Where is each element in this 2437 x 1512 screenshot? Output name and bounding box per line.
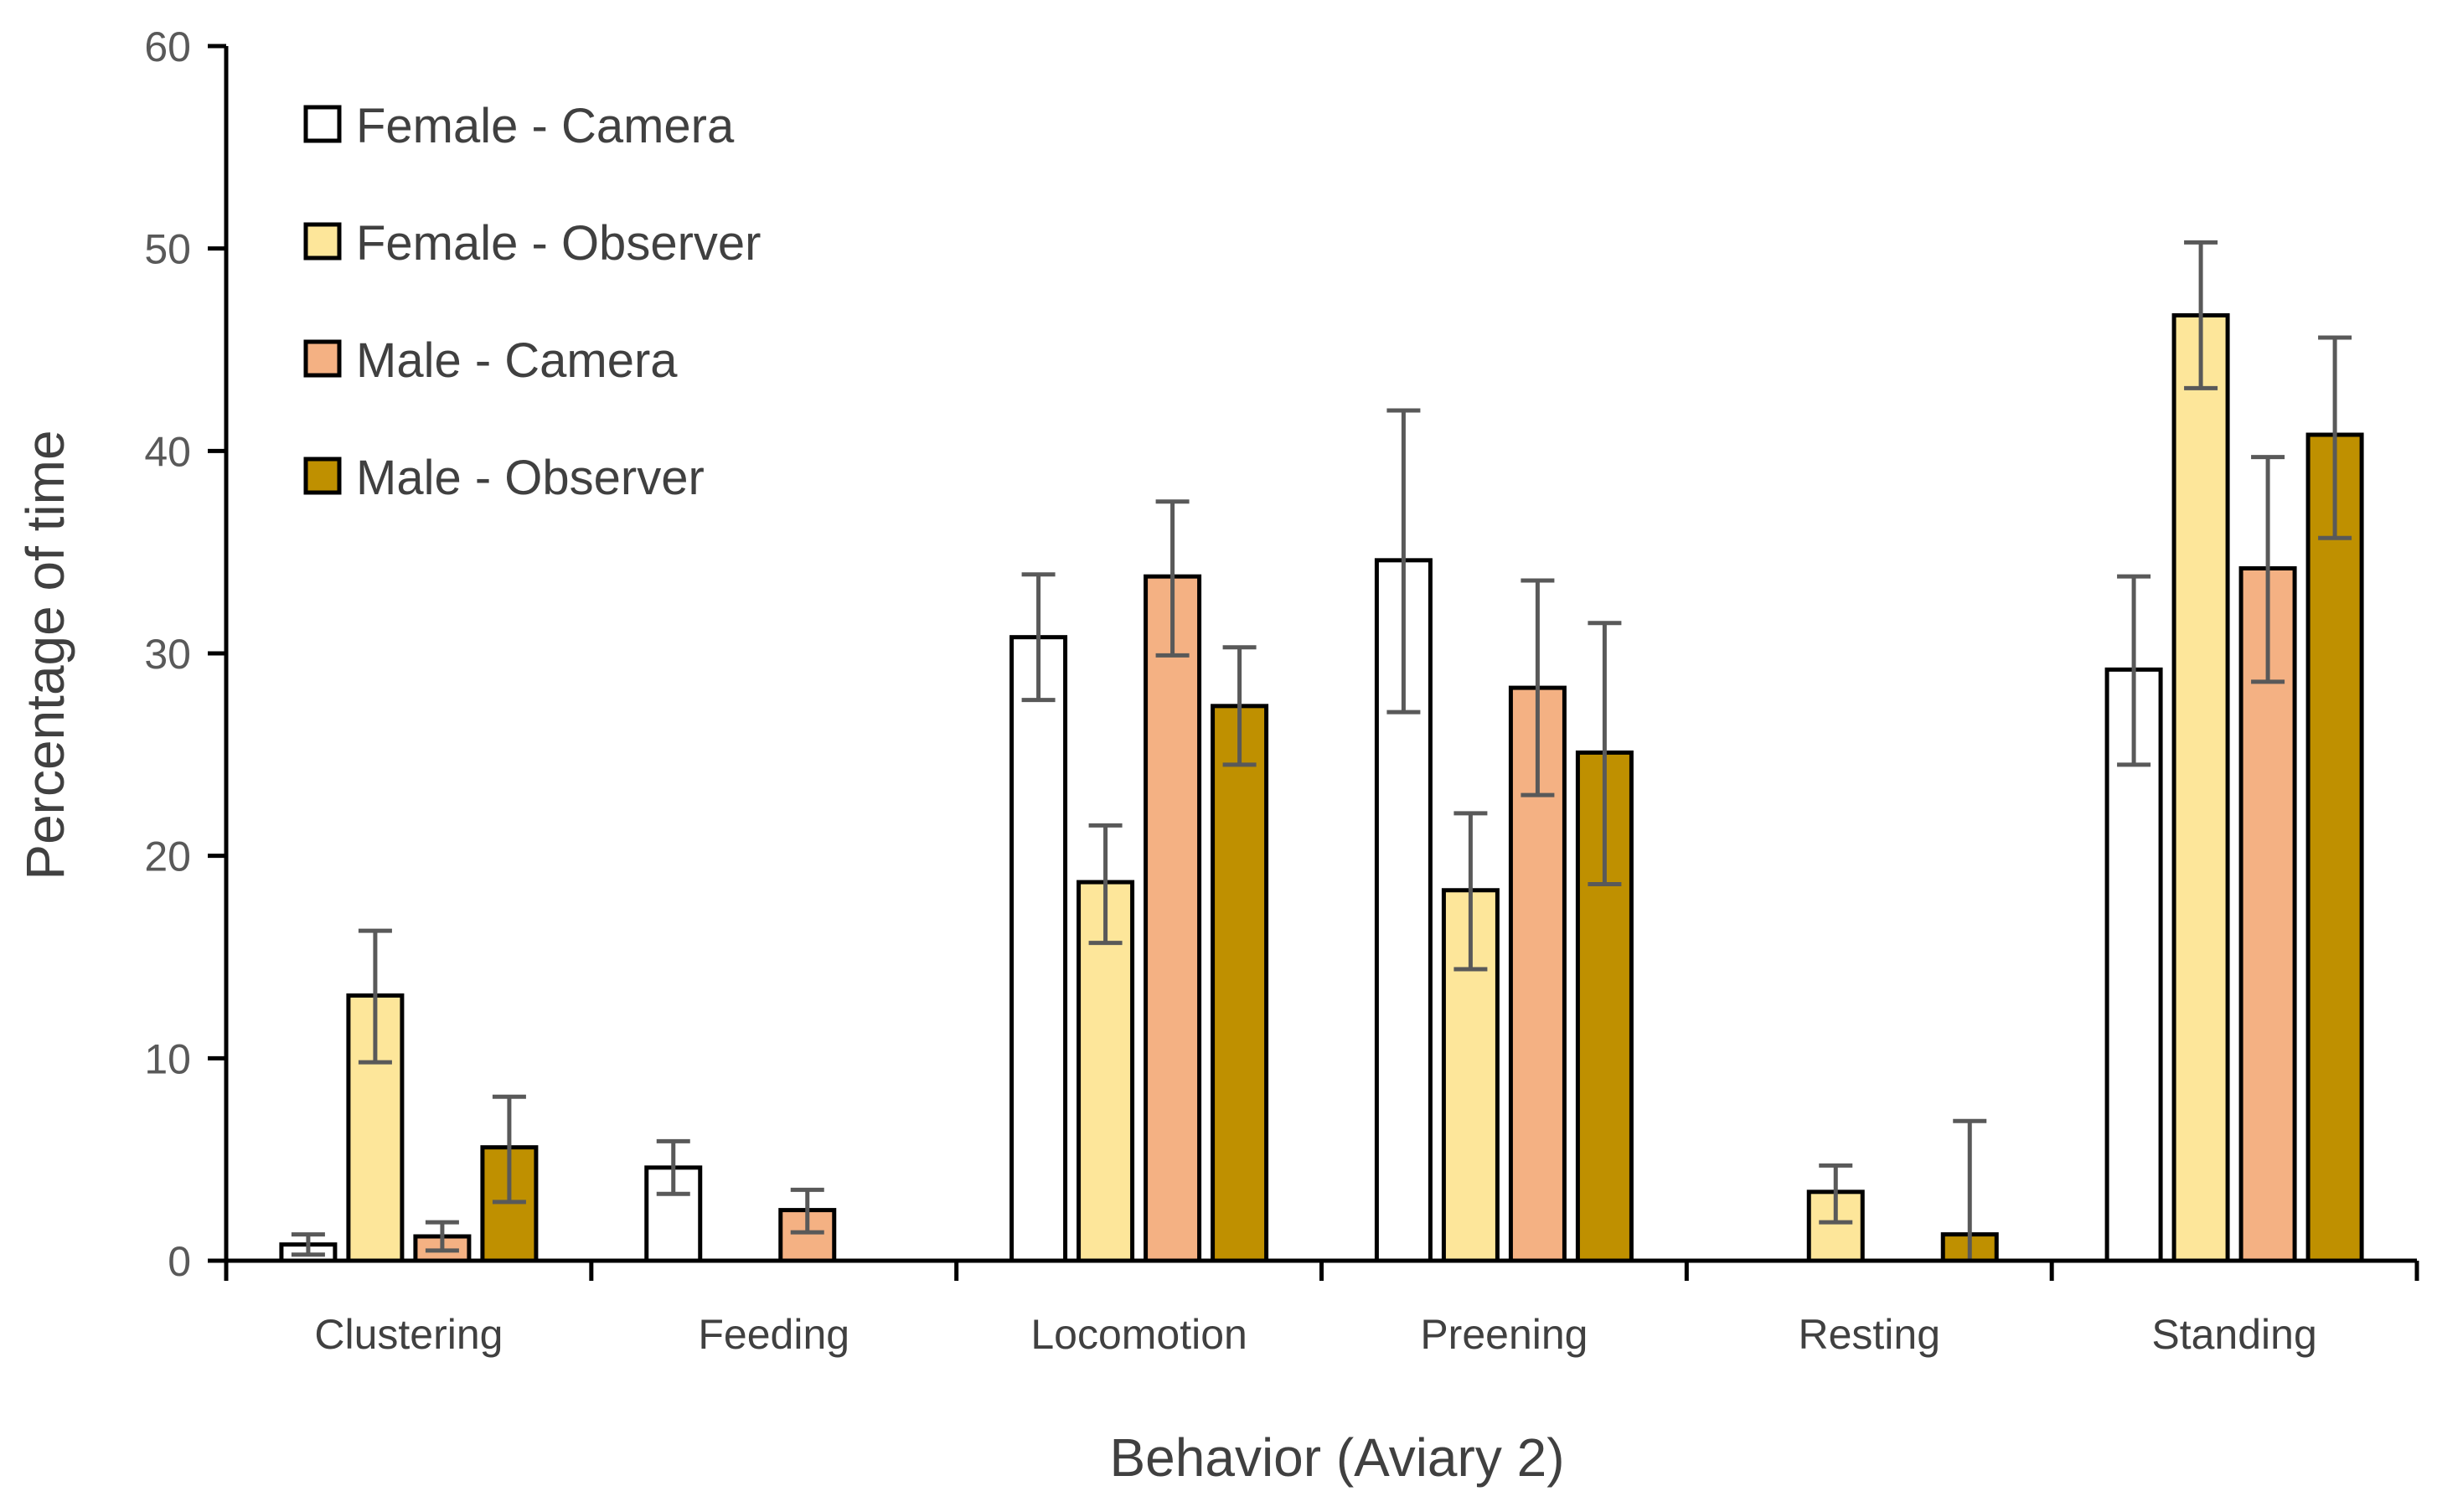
bar-locomotion-female-observer bbox=[1077, 880, 1135, 1263]
bar-standing-male-observer bbox=[2305, 432, 2364, 1263]
legend-label-male-camera: Male - Camera bbox=[356, 333, 678, 388]
legend-swatch-male-observer bbox=[303, 457, 342, 495]
x-tick-label-preening: Preening bbox=[1420, 1311, 1588, 1358]
axes-layer: 0 10 20 30 40 50 60 Clustering Feeding Locomotion… bbox=[144, 23, 2419, 1358]
y-tick-label-60: 60 bbox=[144, 23, 191, 70]
legend-swatch-female-observer bbox=[303, 222, 342, 261]
x-tick-label-feeding: Feeding bbox=[698, 1311, 849, 1358]
bar-standing-female-observer bbox=[2171, 312, 2230, 1263]
y-tick-label-40: 40 bbox=[144, 428, 191, 475]
bar-standing-female-camera bbox=[2104, 667, 2163, 1263]
y-tick-label-30: 30 bbox=[144, 631, 191, 678]
x-axis-title: Behavior (Aviary 2) bbox=[1109, 1427, 1564, 1488]
legend-label-female-camera: Female - Camera bbox=[356, 99, 735, 153]
y-axis-title: Percentage of time bbox=[15, 430, 75, 880]
legend-label-male-observer: Male - Observer bbox=[356, 451, 705, 505]
legend: Female - Camera Female - Observer Male - C… bbox=[303, 99, 761, 505]
legend-label-female-observer: Female - Observer bbox=[356, 216, 761, 271]
x-tick-label-locomotion: Locomotion bbox=[1030, 1311, 1247, 1358]
y-tick-label-20: 20 bbox=[144, 833, 191, 880]
bar-locomotion-male-observer bbox=[1211, 704, 1269, 1263]
legend-swatch-male-camera bbox=[303, 339, 342, 378]
bar-locomotion-female-camera bbox=[1009, 635, 1068, 1263]
bar-locomotion-male-camera bbox=[1144, 574, 1202, 1263]
error-bars-layer bbox=[291, 240, 2352, 1263]
x-tick-label-clustering: Clustering bbox=[314, 1311, 503, 1358]
x-tick-label-standing: Standing bbox=[2151, 1311, 2316, 1358]
y-tick-label-10: 10 bbox=[144, 1035, 191, 1082]
y-tick-label-0: 0 bbox=[168, 1238, 191, 1285]
legend-swatch-female-camera bbox=[303, 105, 342, 143]
y-tick-label-50: 50 bbox=[144, 226, 191, 273]
x-tick-label-resting: Resting bbox=[1798, 1311, 1940, 1358]
